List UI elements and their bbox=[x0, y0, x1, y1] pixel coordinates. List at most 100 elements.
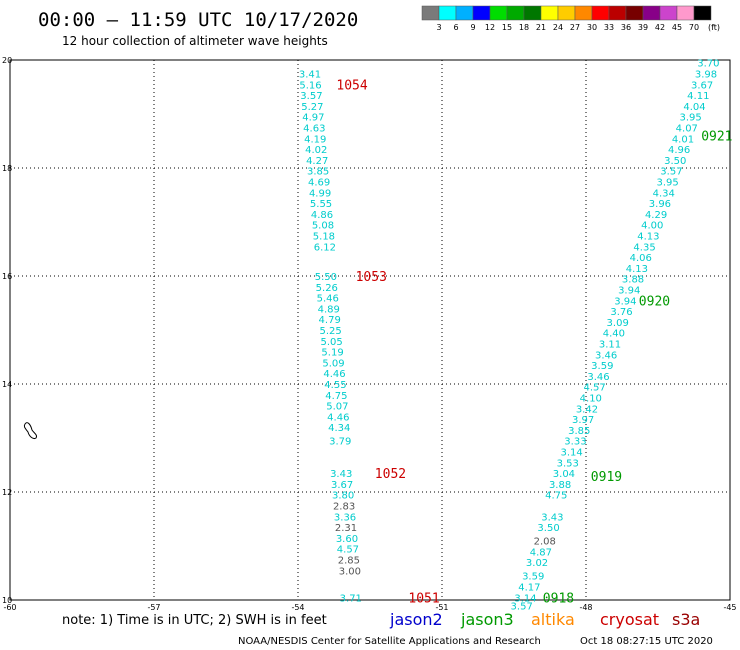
colorbar-swatch bbox=[642, 5, 661, 21]
swh-data-point: 3.43 bbox=[541, 512, 563, 523]
colorbar-swatch bbox=[421, 5, 440, 21]
swh-data-point: 3.46 bbox=[587, 372, 609, 383]
legend-jason3: jason3 bbox=[460, 610, 514, 629]
swh-data-point: 3.76 bbox=[610, 307, 632, 318]
swh-data-point: 4.46 bbox=[323, 369, 345, 380]
colorbar-tick-label: 30 bbox=[587, 23, 597, 32]
swh-data-point: 3.60 bbox=[336, 534, 358, 545]
swh-data-point: 4.02 bbox=[305, 145, 327, 156]
swh-data-point: 5.09 bbox=[322, 358, 344, 369]
swh-data-point: 4.69 bbox=[308, 178, 330, 189]
swh-data-point: 3.88 bbox=[622, 275, 644, 286]
pass-time-label: 0920 bbox=[639, 294, 670, 309]
swh-data-point: 5.07 bbox=[326, 402, 348, 413]
x-tick-label: -51 bbox=[435, 603, 448, 612]
y-tick-label: 10 bbox=[2, 596, 12, 605]
x-tick-label: -57 bbox=[147, 603, 160, 612]
swh-data-point: 3.09 bbox=[607, 318, 629, 329]
swh-data-point: 4.79 bbox=[319, 315, 341, 326]
island-outline bbox=[23, 422, 37, 439]
legend-s3a: s3a bbox=[672, 610, 700, 629]
swh-data-point: 3.57 bbox=[660, 167, 682, 178]
swh-data-point: 3.98 bbox=[695, 70, 717, 81]
swh-data-point: 5.05 bbox=[320, 337, 342, 348]
swh-data-point: 3.85 bbox=[568, 426, 590, 437]
swh-data-point: 4.99 bbox=[309, 188, 331, 199]
colorbar-swatch bbox=[659, 5, 678, 21]
pass-time-label: 1052 bbox=[375, 467, 406, 482]
swh-data-point: 4.87 bbox=[530, 547, 552, 558]
colorbar-tick-label: 39 bbox=[638, 23, 648, 32]
swh-data-point: 3.04 bbox=[553, 469, 575, 480]
swh-data-point: 4.75 bbox=[545, 491, 567, 502]
colorbar-swatch bbox=[438, 5, 457, 21]
swh-data-point: 4.19 bbox=[304, 134, 326, 145]
swh-data-point: 4.63 bbox=[303, 124, 325, 135]
colorbar-tick-label: 42 bbox=[655, 23, 665, 32]
pass-time-label: 0918 bbox=[543, 591, 574, 606]
pass-time-label: 1053 bbox=[356, 270, 387, 285]
colorbar-tick-label: 12 bbox=[485, 23, 495, 32]
colorbar-unit: (ft) bbox=[708, 23, 720, 32]
swh-data-point: 4.34 bbox=[653, 188, 675, 199]
colorbar-tick-label: 3 bbox=[436, 23, 441, 32]
colorbar-swatch bbox=[472, 5, 491, 21]
swh-data-point: 3.53 bbox=[557, 458, 579, 469]
swh-data-point: 3.00 bbox=[339, 566, 361, 577]
swh-data-point: 3.50 bbox=[537, 523, 559, 534]
swh-data-point: 5.25 bbox=[320, 326, 342, 337]
swh-data-point: 4.01 bbox=[672, 134, 694, 145]
swh-data-point: 4.29 bbox=[645, 210, 667, 221]
colorbar-swatch bbox=[574, 5, 593, 21]
swh-data-point: 3.11 bbox=[599, 340, 621, 351]
swh-data-point: 3.71 bbox=[340, 593, 362, 604]
y-tick-label: 18 bbox=[2, 164, 12, 173]
footer-note: note: 1) Time is in UTC; 2) SWH is in fe… bbox=[62, 613, 327, 628]
swh-data-point: 3.43 bbox=[330, 469, 352, 480]
swh-data-point: 3.42 bbox=[576, 404, 598, 415]
swh-data-point: 4.86 bbox=[311, 210, 333, 221]
swh-data-point: 3.41 bbox=[299, 70, 321, 81]
colorbar-tick-label: 15 bbox=[502, 23, 512, 32]
swh-data-point: 4.11 bbox=[687, 91, 709, 102]
swh-data-point: 4.04 bbox=[683, 102, 705, 113]
colorbar-swatch bbox=[591, 5, 610, 21]
swh-data-point: 3.94 bbox=[614, 296, 636, 307]
pass-time-label: 1054 bbox=[336, 78, 367, 93]
colorbar-swatch bbox=[506, 5, 525, 21]
swh-data-point: 4.55 bbox=[324, 380, 346, 391]
pass-time-label: 1051 bbox=[408, 591, 439, 606]
swh-data-point: 4.89 bbox=[318, 304, 340, 315]
swh-data-point: 6.12 bbox=[314, 242, 336, 253]
y-tick-label: 16 bbox=[2, 272, 12, 281]
swh-data-point: 4.10 bbox=[580, 394, 602, 405]
colorbar-swatch bbox=[523, 5, 542, 21]
swh-data-point: 5.19 bbox=[321, 348, 343, 359]
swh-data-point: 4.97 bbox=[302, 113, 324, 124]
satellite-legend: jason2 jason3 altika cryosat s3a bbox=[389, 610, 700, 629]
chart-title: 00:00 – 11:59 UTC 10/17/2020 bbox=[38, 9, 358, 31]
swh-data-point: 3.94 bbox=[618, 286, 640, 297]
footer-timestamp: Oct 18 08:27:15 UTC 2020 bbox=[580, 636, 713, 647]
colorbar-swatch bbox=[693, 5, 712, 21]
swh-data-point: 2.08 bbox=[534, 537, 556, 548]
x-tick-label: -60 bbox=[3, 603, 16, 612]
swh-data-point: 5.08 bbox=[312, 221, 334, 232]
swh-data-point: 4.96 bbox=[668, 145, 690, 156]
legend-altika: altika bbox=[531, 610, 575, 629]
swh-data-point: 3.36 bbox=[334, 512, 356, 523]
chart-subtitle: 12 hour collection of altimeter wave hei… bbox=[62, 34, 328, 48]
colorbar-tick-label: 18 bbox=[519, 23, 529, 32]
colorbar-swatch bbox=[489, 5, 508, 21]
colorbar-swatch bbox=[557, 5, 576, 21]
swh-data-point: 5.46 bbox=[317, 294, 339, 305]
swh-data-point: 3.57 bbox=[300, 91, 322, 102]
swh-data-point: 2.83 bbox=[333, 502, 355, 513]
swh-data-point: 4.75 bbox=[325, 391, 347, 402]
swh-data-point: 3.50 bbox=[664, 156, 686, 167]
legend-jason2: jason2 bbox=[389, 610, 443, 629]
y-tick-label: 20 bbox=[2, 56, 12, 65]
swh-data-point: 5.26 bbox=[316, 283, 338, 294]
swh-data-point: 2.85 bbox=[338, 556, 360, 567]
